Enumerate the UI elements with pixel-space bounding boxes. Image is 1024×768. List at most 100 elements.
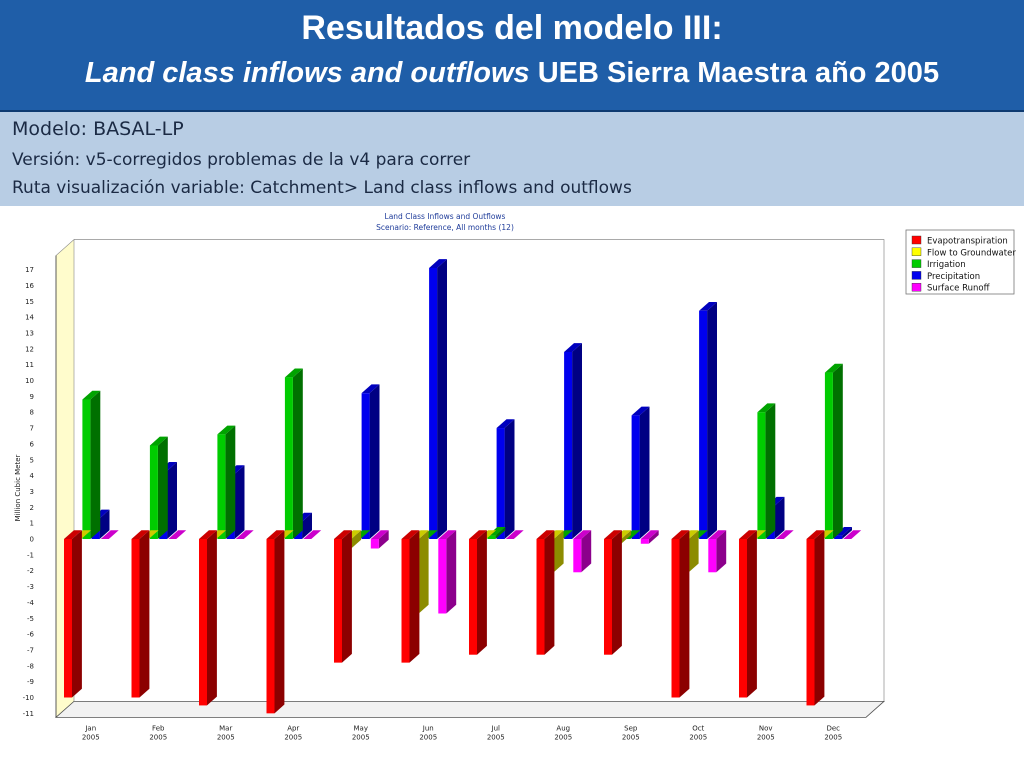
x-tick-year: 2005 — [824, 733, 842, 741]
bar-evapotranspiration — [131, 530, 150, 698]
x-tick-label: Jun — [422, 724, 434, 732]
y-axis-label: Million Cubic Meter — [14, 454, 22, 521]
bar-side — [369, 384, 380, 539]
bar-top — [334, 530, 352, 539]
bar-side — [274, 530, 285, 714]
x-tick-label: Jan — [84, 724, 96, 732]
bar-surface-runoff — [640, 530, 659, 544]
bar-front — [834, 535, 843, 539]
bar-surface-runoff — [100, 530, 119, 539]
bar-front — [564, 351, 573, 539]
x-axis-ticks: Jan2005Feb2005Mar2005Apr2005May2005Jun20… — [82, 724, 842, 741]
bar-side — [679, 530, 690, 698]
bar-top — [757, 403, 776, 413]
bar-surface-runoff — [505, 530, 524, 539]
path-line: Ruta visualización variable: Catchment> … — [12, 178, 632, 198]
bar-front — [496, 428, 505, 539]
bar-top — [438, 530, 457, 539]
bar-precipitation — [699, 301, 717, 539]
bar-surface-runoff — [303, 530, 322, 539]
y-tick-label: 15 — [25, 298, 34, 306]
bar-side — [477, 530, 487, 655]
bar-irrigation — [149, 436, 168, 539]
bar-irrigation — [82, 390, 101, 539]
version-line: Versión: v5-corregidos problemas de la v… — [12, 150, 471, 170]
bar-side — [716, 530, 727, 573]
bar-front — [370, 539, 379, 549]
x-tick-label: Sep — [624, 724, 638, 732]
x-tick-label: Nov — [759, 724, 773, 732]
bar-surface-runoff — [370, 530, 389, 549]
bar-front — [699, 310, 708, 539]
bar-precipitation — [429, 259, 447, 539]
bar-top — [739, 530, 757, 539]
bar-side — [747, 530, 757, 698]
bar-side — [446, 530, 457, 614]
bar-top — [401, 530, 420, 539]
bar-evapotranspiration — [401, 530, 420, 663]
y-tick-label: -3 — [27, 583, 34, 591]
plot-floor — [54, 700, 886, 718]
bar-top — [775, 530, 794, 539]
bar-side — [157, 436, 168, 539]
bar-front — [631, 415, 640, 539]
x-tick-year: 2005 — [82, 733, 100, 741]
bar-side — [612, 530, 622, 655]
bar-evapotranspiration — [199, 530, 217, 706]
bar-irrigation — [217, 425, 236, 539]
bar-side — [648, 530, 659, 544]
chart-title: Land Class Inflows and Outflows — [385, 212, 506, 221]
y-tick-label: 13 — [25, 329, 34, 337]
bar-side — [688, 530, 699, 573]
bar-evapotranspiration — [604, 530, 622, 655]
x-tick-label: Jul — [491, 724, 501, 732]
y-tick-label: 5 — [30, 456, 34, 464]
bar-side — [418, 530, 429, 614]
y-tick-label: -11 — [23, 710, 34, 718]
bar-side — [437, 259, 447, 539]
y-axis-ticks: -11-10-9-8-7-6-5-4-3-2-10123456789101112… — [23, 266, 35, 718]
y-tick-label: -6 — [27, 631, 35, 639]
bar-front — [429, 267, 438, 539]
bar-precipitation — [496, 419, 515, 539]
bar-top — [824, 363, 843, 373]
bar-evapotranspiration — [536, 530, 555, 655]
bar-side — [495, 527, 506, 539]
bar-side — [234, 465, 245, 539]
bar-side — [581, 530, 592, 573]
legend-label: Flow to Groundwater — [927, 248, 1016, 258]
bar-evapotranspiration — [671, 530, 690, 698]
bar-side — [504, 419, 515, 539]
y-tick-label: 3 — [30, 488, 34, 496]
bar-front — [149, 445, 158, 539]
bar-top — [699, 301, 717, 311]
bar-side — [207, 530, 217, 706]
bar-side — [842, 527, 852, 539]
x-tick-year: 2005 — [554, 733, 572, 741]
bar-top — [536, 530, 555, 539]
bar-precipitation — [564, 343, 582, 539]
bar-side — [378, 530, 389, 549]
bar-precipitation — [361, 384, 380, 539]
y-tick-label: 4 — [30, 472, 35, 480]
bar-top — [284, 368, 303, 378]
y-tick-label: 6 — [30, 440, 35, 448]
bar-irrigation — [824, 363, 843, 539]
legend-box — [905, 229, 1015, 295]
bar-top — [370, 530, 389, 539]
bar-top — [708, 530, 727, 539]
legend-swatch — [911, 271, 922, 280]
bar-side — [774, 496, 785, 539]
y-tick-label: 7 — [30, 425, 34, 433]
legend-label: Irrigation — [927, 260, 966, 270]
model-line: Modelo: BASAL-LP — [12, 118, 184, 140]
bar-evapotranspiration — [739, 530, 757, 698]
bar-front — [573, 539, 582, 573]
bar-evapotranspiration — [266, 530, 285, 714]
y-tick-label: -7 — [27, 646, 34, 654]
bar-front — [708, 539, 717, 573]
bar-top — [496, 419, 515, 429]
bar-front — [199, 539, 207, 706]
bar-top — [199, 530, 217, 539]
bar-front — [438, 539, 447, 614]
